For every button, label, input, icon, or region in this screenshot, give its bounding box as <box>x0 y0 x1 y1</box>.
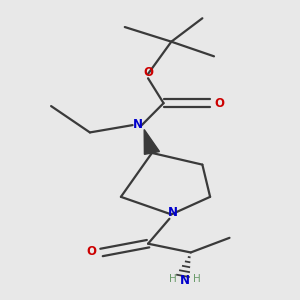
Text: H: H <box>169 274 177 284</box>
Text: O: O <box>143 66 153 79</box>
Text: O: O <box>215 97 225 110</box>
Text: N: N <box>134 118 143 131</box>
Polygon shape <box>144 130 160 154</box>
Text: N: N <box>180 274 190 287</box>
Text: O: O <box>87 244 97 257</box>
Text: H: H <box>193 274 200 284</box>
Text: N: N <box>168 206 178 219</box>
